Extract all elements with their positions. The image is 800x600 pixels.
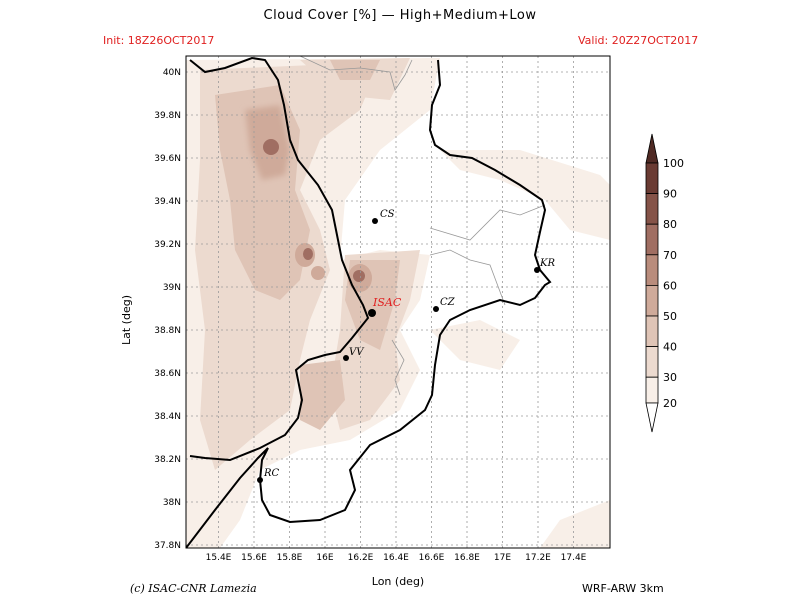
x-tick-label: 16.2E xyxy=(348,553,374,563)
colorbar-label: 100 xyxy=(663,157,684,170)
city-isac: ISAC xyxy=(368,296,402,317)
x-tick-label: 17.4E xyxy=(561,553,587,563)
colorbar: 100 90 80 70 60 50 40 30 20 xyxy=(645,133,684,433)
colorbar-swatch xyxy=(645,346,659,378)
y-tick-label: 39.2N xyxy=(154,240,181,250)
y-tick-label: 39.6N xyxy=(154,154,181,164)
x-tick-label: 17.2E xyxy=(525,553,551,563)
colorbar-swatch xyxy=(645,254,659,286)
city-vv: VV xyxy=(343,347,365,361)
map-title: Cloud Cover [%] — High+Medium+Low xyxy=(263,8,537,23)
credit-text: (c) ISAC-CNR Lamezia xyxy=(130,582,257,595)
plot-frame xyxy=(185,55,611,549)
y-tick-label: 38.6N xyxy=(154,369,181,379)
y-tick-label: 40N xyxy=(163,68,181,78)
svg-text:KR: KR xyxy=(539,258,555,269)
init-time: Init: 18Z26OCT2017 xyxy=(103,34,215,47)
svg-text:CZ: CZ xyxy=(440,297,456,308)
colorbar-swatch xyxy=(645,223,659,256)
svg-text:RC: RC xyxy=(263,468,280,479)
y-tick-label: 37.8N xyxy=(154,541,181,551)
city-markers: CS CZ KR ISAC VV RC xyxy=(257,209,555,483)
y-tick-label: 38.8N xyxy=(154,326,181,336)
y-tick-label: 38.4N xyxy=(154,412,181,422)
y-tick-label: 38N xyxy=(163,498,181,508)
model-label: WRF-ARW 3km xyxy=(582,582,664,595)
coastline xyxy=(186,56,552,548)
y-tick-label: 39.4N xyxy=(154,197,181,207)
y-tick-label: 38.2N xyxy=(154,455,181,465)
city-rc: RC xyxy=(257,468,280,483)
colorbar-swatch xyxy=(645,193,659,225)
colorbar-swatch xyxy=(645,315,659,348)
y-tick-label: 39N xyxy=(163,283,181,293)
colorbar-label: 20 xyxy=(663,397,677,410)
svg-text:VV: VV xyxy=(349,347,365,358)
colorbar-bottom-arrow xyxy=(645,402,659,433)
colorbar-label: 30 xyxy=(663,371,677,384)
province-borders xyxy=(299,56,546,396)
colorbar-label: 50 xyxy=(663,310,677,323)
colorbar-swatch xyxy=(645,162,659,195)
x-tick-labels: 15.4E 15.6E 15.8E 16E 16.2E 16.4E 16.6E … xyxy=(206,553,587,563)
city-cs: CS xyxy=(372,209,395,224)
colorbar-label: 40 xyxy=(663,341,677,354)
x-tick-label: 15.8E xyxy=(277,553,303,563)
graticule xyxy=(186,56,610,548)
y-tick-labels: 40N 39.8N 39.6N 39.4N 39.2N 39N 38.8N 38… xyxy=(154,68,181,551)
x-tick-label: 15.4E xyxy=(206,553,232,563)
x-tick-label: 15.6E xyxy=(241,553,267,563)
colorbar-label: 90 xyxy=(663,188,677,201)
x-axis-label: Lon (deg) xyxy=(372,575,424,588)
city-kr: KR xyxy=(534,258,555,273)
y-tick-label: 39.8N xyxy=(154,111,181,121)
y-axis-label: Lat (deg) xyxy=(120,295,133,345)
colorbar-swatch xyxy=(645,376,659,404)
city-cz: CZ xyxy=(433,297,456,312)
x-tick-label: 16.8E xyxy=(454,553,480,563)
x-tick-label: 16E xyxy=(316,553,333,563)
cloud-cover-field xyxy=(186,56,610,548)
colorbar-label: 80 xyxy=(663,218,677,231)
colorbar-swatch xyxy=(645,284,659,317)
colorbar-top-arrow xyxy=(645,133,659,164)
valid-time: Valid: 20Z27OCT2017 xyxy=(578,34,699,47)
x-tick-label: 16.4E xyxy=(383,553,409,563)
colorbar-label: 70 xyxy=(663,249,677,262)
x-tick-label: 16.6E xyxy=(419,553,445,563)
svg-text:ISAC: ISAC xyxy=(372,296,402,309)
svg-text:CS: CS xyxy=(380,209,395,220)
colorbar-label: 60 xyxy=(663,279,677,292)
x-tick-label: 17E xyxy=(494,553,511,563)
